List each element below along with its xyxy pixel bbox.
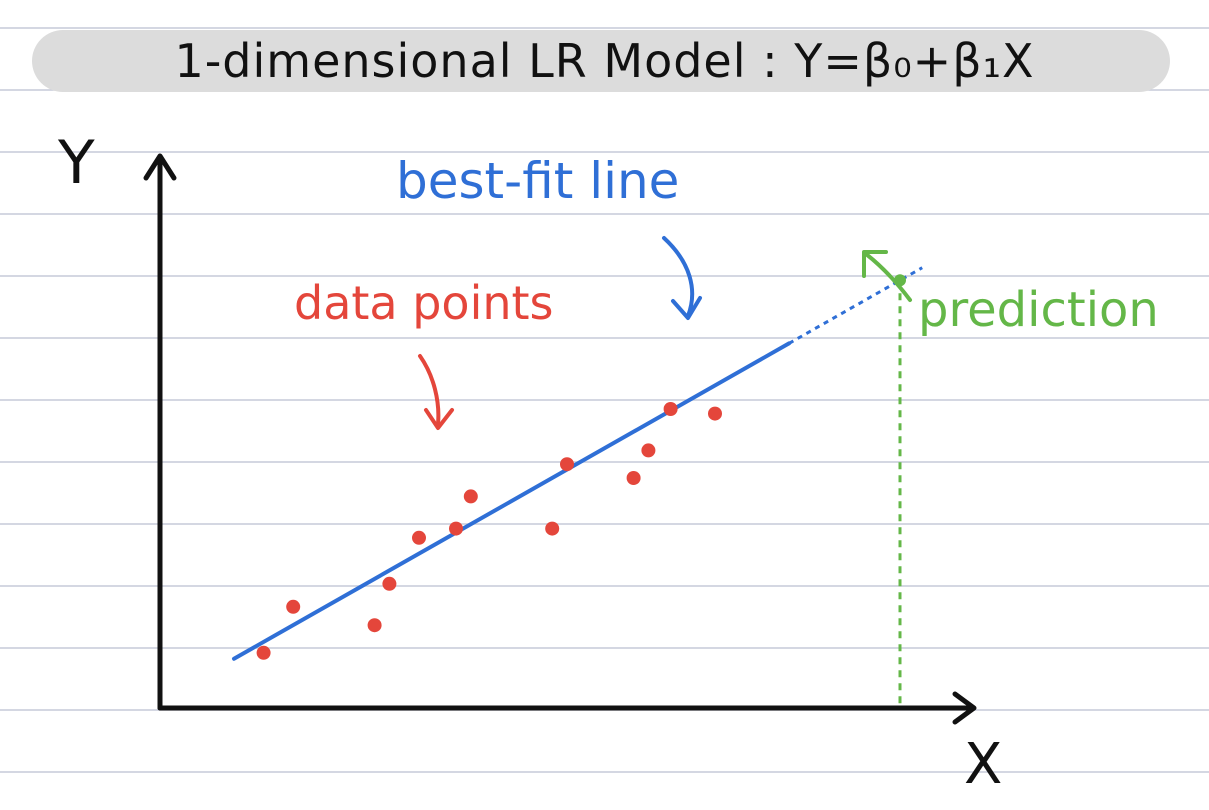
title-pill [32,30,1170,92]
data-point [708,406,722,421]
data-point [663,402,678,416]
best-fit-line [232,341,791,661]
best-fit-line-group [232,266,923,661]
y-axis-arrow-icon [143,153,177,181]
data-point [382,576,397,591]
prediction-pointer-arrow-icon [864,252,912,302]
x-axis-label: X [964,732,1003,797]
best-fit-pointer-arrow-icon [662,236,695,318]
data-point [286,599,301,614]
annotation-arrows [418,236,912,430]
data-points-label: data points [294,276,554,330]
best-fit-label: best-fit line [396,152,680,210]
data-point [641,443,656,458]
data-point [626,471,641,485]
data-points-pointer-arrow-icon [418,354,441,426]
data-point [449,521,463,536]
data-point [463,489,478,504]
data-points-group [256,402,722,660]
y-axis-label: Y [58,128,95,198]
data-point [545,521,560,536]
ruled-lines [0,27,1209,773]
diagram-title: 1-dimensional LR Model : Y=β₀+β₁X [174,34,1035,88]
x-axis-arrow-icon [952,691,977,725]
data-point [412,530,426,545]
data-point [367,618,382,633]
best-fit-pointer-arrowhead-icon [671,296,702,320]
prediction-pointer-arrowhead-icon [862,250,888,278]
prediction-label: prediction [918,282,1159,338]
axes [143,153,977,725]
data-point [256,645,271,660]
prediction-group [894,274,906,708]
data-point [560,457,574,472]
data-points-pointer-arrowhead-icon [424,408,454,430]
